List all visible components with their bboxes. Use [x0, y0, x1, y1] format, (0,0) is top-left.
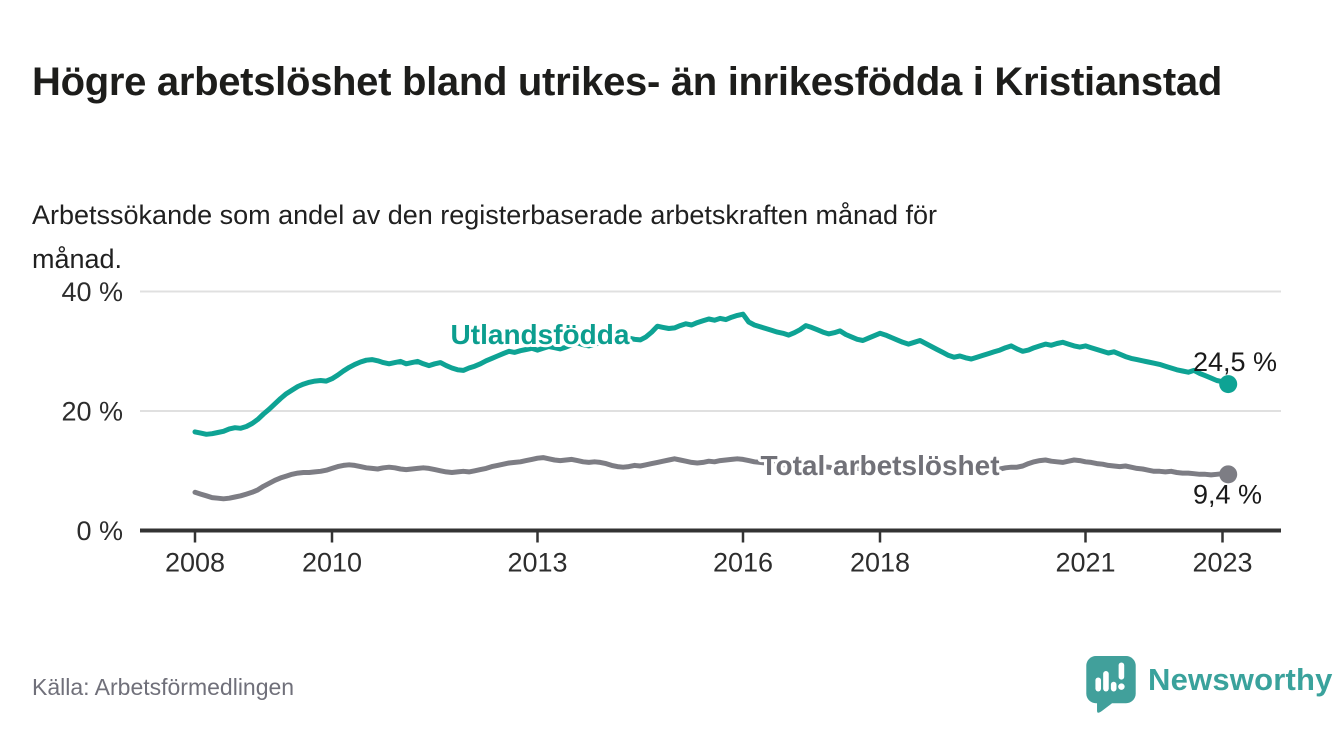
y-axis-label-20: 20 %	[61, 397, 123, 427]
x-axis-label-2010: 2010	[302, 548, 362, 578]
x-axis-label-2008: 2008	[165, 548, 225, 578]
source-note: Källa: Arbetsförmedlingen	[32, 674, 295, 700]
page-title: Högre arbetslöshet bland utrikes- än inr…	[32, 59, 1222, 104]
x-axis-label-2016: 2016	[713, 548, 773, 578]
chart-subtitle: Arbetssökande som andel av den registerb…	[32, 200, 938, 274]
newsworthy-bubble-icon	[1086, 656, 1136, 713]
y-axis-label-0: 0 %	[76, 516, 123, 546]
y-axis-label-40: 40 %	[61, 277, 123, 307]
series-line-utlandsfodda	[192, 311, 1231, 437]
series-line-total	[192, 455, 1231, 502]
x-axis-label-2021: 2021	[1055, 548, 1115, 578]
series-end-dot-total	[1219, 465, 1238, 484]
series-name-label-total: Total arbetslöshet	[760, 450, 999, 481]
end-value-label-utlandsfodda: 24,5 %	[1193, 347, 1277, 377]
series-name-label-utlandsfodda: Utlandsfödda	[451, 319, 630, 350]
end-value-label-total: 9,4 %	[1193, 479, 1262, 509]
newsworthy-logo: Newsworthy	[1086, 656, 1333, 716]
x-axis-label-2023: 2023	[1192, 548, 1252, 578]
newsworthy-wordmark: Newsworthy	[1148, 662, 1333, 697]
x-axis-label-2013: 2013	[507, 548, 567, 578]
series-end-dot-utlandsfodda	[1219, 375, 1238, 394]
x-axis-label-2018: 2018	[850, 548, 910, 578]
